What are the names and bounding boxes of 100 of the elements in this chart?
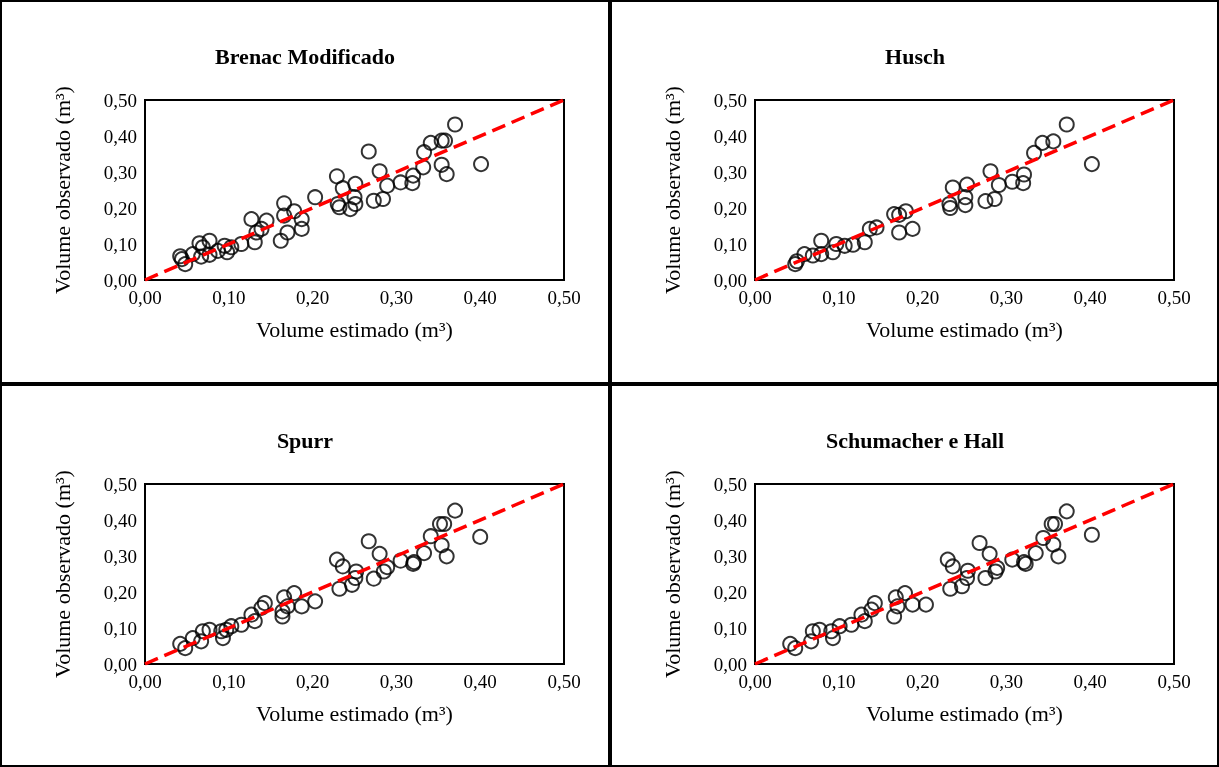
x-tick-label: 0,10 xyxy=(821,287,855,308)
point xyxy=(956,189,973,206)
point xyxy=(334,557,351,574)
point xyxy=(223,617,240,634)
point xyxy=(201,621,218,638)
point xyxy=(253,220,270,237)
y-tick-label: 0,10 xyxy=(713,617,747,638)
x-tick-label: 0,30 xyxy=(379,287,414,308)
x-tick-label: 0,20 xyxy=(905,287,939,308)
x-tick-label: 0,40 xyxy=(463,287,497,308)
y-tick-label: 0,10 xyxy=(103,617,137,638)
point xyxy=(981,545,998,562)
point xyxy=(824,629,841,646)
y-tick-label: 0,20 xyxy=(103,197,137,219)
point xyxy=(219,244,236,261)
point xyxy=(191,235,208,252)
y-tick-label: 0,30 xyxy=(103,161,137,183)
x-tick-label: 0,50 xyxy=(1156,670,1191,692)
point xyxy=(286,203,303,220)
point xyxy=(827,236,844,252)
y-tick-label: 0,10 xyxy=(713,233,747,255)
point xyxy=(243,211,260,228)
point xyxy=(917,596,934,613)
point xyxy=(342,201,359,218)
point xyxy=(904,596,921,613)
y-tick-label: 0,40 xyxy=(713,509,747,530)
point xyxy=(804,622,821,639)
point xyxy=(184,246,201,263)
point xyxy=(861,220,878,237)
point xyxy=(824,244,841,261)
point xyxy=(346,189,363,206)
point xyxy=(844,236,861,253)
x-axis-title: Volume estimado (m³) xyxy=(256,316,453,342)
x-tick-label: 0,30 xyxy=(989,670,1023,692)
point xyxy=(863,601,879,618)
point xyxy=(177,639,194,656)
y-axis-title: Volume observado (m³) xyxy=(49,86,75,294)
point xyxy=(856,612,873,629)
x-tick-label: 0,20 xyxy=(905,670,939,692)
point xyxy=(438,547,455,564)
point xyxy=(1083,526,1100,543)
point xyxy=(1027,544,1044,561)
point xyxy=(1014,175,1031,192)
point xyxy=(447,116,464,133)
x-tick-label: 0,50 xyxy=(547,287,581,308)
y-tick-label: 0,30 xyxy=(713,161,747,183)
point xyxy=(1015,166,1032,183)
point xyxy=(347,569,364,586)
point xyxy=(939,551,956,568)
point xyxy=(404,175,421,192)
x-tick-label: 0,50 xyxy=(1156,287,1191,308)
point xyxy=(781,635,798,652)
point xyxy=(233,616,250,633)
point xyxy=(1044,535,1061,552)
point xyxy=(194,622,211,639)
chart-title: Husch xyxy=(884,43,945,69)
point xyxy=(940,196,957,213)
point xyxy=(959,562,976,579)
point xyxy=(375,191,391,207)
point xyxy=(274,602,291,619)
point xyxy=(293,211,310,228)
point xyxy=(941,580,958,597)
point xyxy=(1049,547,1066,564)
point xyxy=(1058,502,1075,519)
point xyxy=(986,191,1003,207)
point xyxy=(436,515,453,532)
point xyxy=(885,607,902,624)
point xyxy=(347,196,364,213)
point xyxy=(976,193,993,210)
point xyxy=(415,159,432,176)
chart-title: Schumacher e Hall xyxy=(825,427,1004,452)
point xyxy=(811,621,828,638)
point xyxy=(1034,529,1051,546)
point xyxy=(971,534,988,551)
point xyxy=(258,212,275,229)
point xyxy=(201,246,218,263)
point xyxy=(253,599,270,616)
point xyxy=(233,236,250,252)
point xyxy=(360,532,377,549)
point xyxy=(944,557,961,574)
point xyxy=(888,597,905,614)
y-tick-label: 0,40 xyxy=(713,125,747,147)
point xyxy=(213,622,230,639)
point xyxy=(795,246,812,263)
point xyxy=(431,515,448,532)
y-tick-label: 0,50 xyxy=(713,473,747,494)
point xyxy=(866,594,883,611)
x-tick-label: 0,30 xyxy=(989,287,1023,308)
point xyxy=(279,597,296,614)
point xyxy=(1044,133,1061,150)
point xyxy=(276,195,293,212)
x-tick-label: 0,40 xyxy=(1073,670,1107,692)
point xyxy=(836,237,853,254)
x-axis-title: Volume estimado (m³) xyxy=(865,316,1063,342)
point xyxy=(307,189,324,206)
chart-title: Spurr xyxy=(276,427,334,452)
point xyxy=(365,192,382,209)
point xyxy=(842,616,859,633)
point xyxy=(852,606,869,623)
x-tick-label: 0,10 xyxy=(212,287,246,308)
